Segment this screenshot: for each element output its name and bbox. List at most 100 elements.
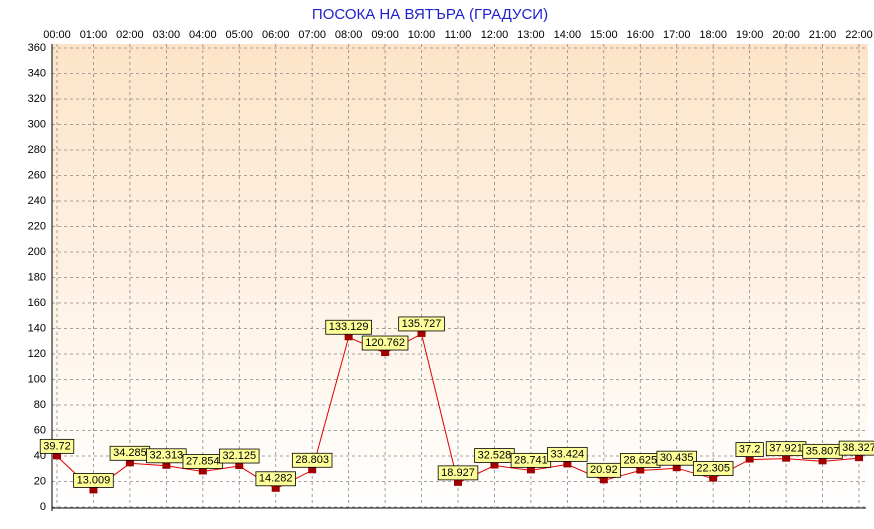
marker [125,460,134,467]
marker [417,330,426,337]
y-tick-label: 0 [40,501,46,513]
data-label-box [838,440,874,456]
y-tick-label: 80 [34,399,46,411]
x-tick-label: 08:00 [335,29,363,41]
data-label-box [255,471,296,487]
data-label-box [547,446,588,462]
data-label: 13.009 [77,474,111,486]
data-label: 22.305 [696,462,730,474]
marker [599,477,608,484]
marker [818,458,827,465]
data-label: 18.927 [441,467,475,479]
y-tick-label: 200 [28,246,46,258]
y-tick-label: 140 [28,322,46,334]
y-tick-label: 20 [34,475,46,487]
data-label-box [656,450,697,466]
data-label-box [437,465,479,481]
y-tick-label: 260 [28,169,46,181]
data-label-box [73,473,114,488]
data-label: 30.435 [660,452,694,464]
y-tick-label: 340 [28,67,46,79]
marker [563,461,572,468]
data-label-box [291,452,333,468]
marker [53,453,61,460]
data-label: 33.424 [551,448,585,460]
x-tick-label: 09:00 [371,29,399,41]
data-label: 35.807 [806,445,840,457]
x-tick-label: 11:00 [445,29,472,41]
x-tick-label: 00:00 [43,29,71,41]
marker [855,455,863,462]
marker [709,475,718,482]
x-tick-label: 17:00 [663,29,691,41]
x-tick-label: 07:00 [298,29,326,41]
marker [271,485,280,492]
marker [782,455,791,462]
data-label: 38.327 [842,442,874,454]
x-tick-label: 16:00 [627,29,655,41]
marker [526,467,535,474]
data-label-box [219,448,260,464]
y-tick-label: 120 [28,348,46,360]
x-tick-label: 01:00 [80,29,108,41]
y-tick-label: 100 [28,373,46,385]
data-label: 32.125 [222,450,256,462]
data-label: 28.625 [623,454,657,466]
data-label: 39.72 [43,440,71,452]
marker [745,456,754,463]
data-label: 14.282 [259,473,293,485]
marker [636,467,645,474]
marker [308,467,317,474]
marker [672,465,681,472]
data-label-box [398,316,445,332]
x-tick-label: 18:00 [699,29,727,41]
data-label: 27.854 [186,455,220,467]
marker [89,487,98,494]
y-tick-label: 180 [28,271,46,283]
data-label: 32.313 [150,450,184,462]
data-label: 20.92 [590,464,618,476]
y-tick-label: 160 [28,297,46,309]
x-tick-label: 05:00 [226,29,254,41]
x-tick-label: 10:00 [408,29,436,41]
data-label-box [39,438,75,454]
data-label: 135.727 [402,318,442,330]
marker [162,462,171,469]
data-label: 28.741 [514,454,548,466]
y-tick-label: 320 [28,93,46,105]
x-tick-label: 06:00 [262,29,290,41]
y-tick-label: 240 [28,195,46,207]
x-tick-label: 20:00 [772,29,800,41]
x-tick-label: 22:00 [845,29,873,41]
y-tick-label: 360 [28,42,46,54]
marker [235,463,244,470]
data-label-box [325,319,372,335]
y-tick-label: 220 [28,220,46,232]
data-label-box [586,462,621,478]
data-label: 37.2 [739,443,760,455]
x-tick-label: 12:00 [481,29,509,41]
marker [454,479,462,486]
x-tick-label: 02:00 [116,29,144,41]
data-label: 133.129 [329,321,369,333]
y-tick-label: 300 [28,118,46,130]
y-tick-label: 60 [34,424,46,436]
x-tick-label: 21:00 [809,29,837,41]
x-tick-label: 13:00 [517,29,545,41]
x-tick-label: 04:00 [189,29,217,41]
x-tick-label: 15:00 [590,29,618,41]
data-label: 28.803 [295,454,329,466]
data-label-box [361,335,409,351]
x-tick-label: 19:00 [736,29,764,41]
data-label-box [692,461,734,476]
marker [381,350,390,357]
y-tick-label: 280 [28,144,46,156]
marker [344,334,353,341]
marker [490,462,499,469]
data-label: 120.762 [365,337,405,349]
data-label: 34.285 [113,447,147,459]
x-tick-label: 03:00 [153,29,181,41]
data-label-box [735,442,764,457]
data-label: 37.921 [769,443,803,455]
